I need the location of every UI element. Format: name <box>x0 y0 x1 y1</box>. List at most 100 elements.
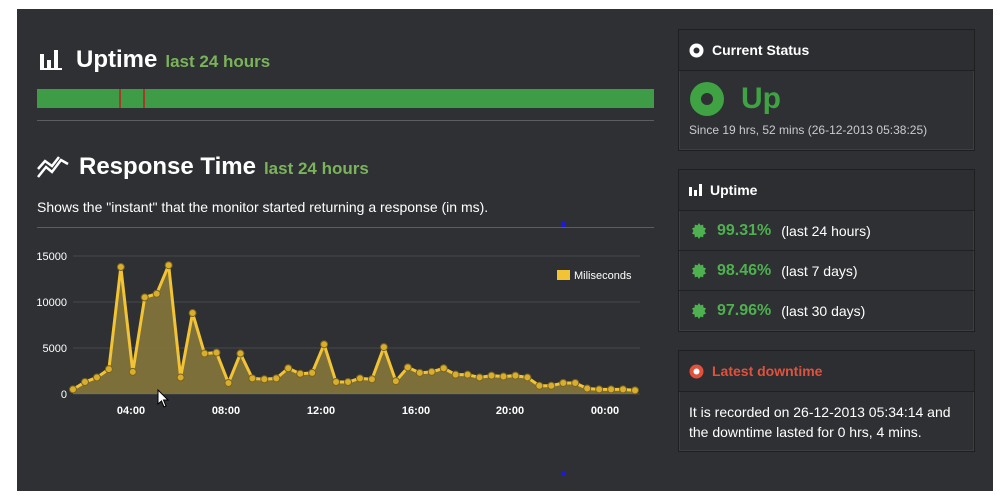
latest-downtime-panel: Latest downtime It is recorded on 26-12-… <box>678 350 975 452</box>
data-point <box>92 373 101 382</box>
data-point <box>140 293 149 302</box>
uptime-period: (last 24 hours) <box>781 222 871 239</box>
response-time-description: Shows the "instant" that the monitor sta… <box>37 199 489 215</box>
data-point <box>619 385 628 394</box>
data-point <box>367 375 376 384</box>
bar-chart-icon <box>689 184 702 196</box>
uptime-subtitle: last 24 hours <box>165 52 271 71</box>
data-point <box>320 340 329 349</box>
y-tick-label: 0 <box>61 389 67 401</box>
data-point <box>296 369 305 378</box>
data-point <box>391 377 400 386</box>
y-tick-label: 15000 <box>36 251 67 263</box>
line-chart-icon <box>37 155 69 179</box>
x-tick-label: 12:00 <box>307 405 335 417</box>
legend-swatch <box>557 270 570 280</box>
data-point <box>631 386 639 395</box>
data-point <box>499 372 508 381</box>
data-point <box>69 385 77 394</box>
uptime-row: 97.96% (last 30 days) <box>679 291 974 330</box>
response-time-title: Response Time <box>79 153 256 180</box>
data-point <box>80 378 89 387</box>
status-indicator: Up <box>679 71 974 117</box>
y-tick-label: 10000 <box>36 297 67 309</box>
response-time-header: Response Time last 24 hours <box>37 153 369 181</box>
data-point <box>236 349 245 358</box>
data-point <box>188 309 197 318</box>
data-point <box>152 289 161 298</box>
data-point <box>451 370 460 379</box>
data-point <box>415 368 424 377</box>
data-point <box>104 365 113 374</box>
uptime-list: 99.31% (last 24 hours) 98.46% (last 7 days)… <box>679 211 974 330</box>
data-point <box>284 364 293 373</box>
current-status-header: Current Status <box>679 30 974 71</box>
x-tick-label: 04:00 <box>117 405 145 417</box>
divider <box>37 120 654 121</box>
current-status-panel: Current Status Up Since 19 hrs, 52 mins … <box>678 29 975 151</box>
data-point <box>523 373 532 382</box>
legend-label: Miliseconds <box>574 270 632 282</box>
current-status-title: Current Status <box>712 42 810 58</box>
uptime-period: (last 30 days) <box>781 302 866 319</box>
data-point <box>583 384 592 393</box>
data-point <box>463 370 472 379</box>
data-point <box>607 385 616 394</box>
response-time-chart[interactable]: 0 5000 10000 15000 04:00 08:00 12:00 16:00 20:00… <box>30 240 650 420</box>
response-time-subtitle: last 24 hours <box>263 159 369 178</box>
x-tick-label: 08:00 <box>212 405 240 417</box>
divider <box>37 227 654 228</box>
uptime-percent: 98.46% <box>717 261 772 279</box>
uptime-title: Uptime <box>76 46 158 73</box>
data-point <box>272 374 281 383</box>
data-point <box>547 381 556 390</box>
uptime-period: (last 7 days) <box>781 262 858 279</box>
data-point <box>379 343 388 352</box>
data-point <box>116 263 125 272</box>
badge-icon <box>691 302 707 319</box>
mouse-cursor-icon <box>157 389 170 408</box>
data-point <box>128 367 137 376</box>
uptime-panel-title: Uptime <box>710 182 758 198</box>
data-point <box>224 378 233 387</box>
uptime-percent: 99.31% <box>717 221 772 239</box>
data-point <box>344 378 353 387</box>
x-tick-label: 16:00 <box>402 405 430 417</box>
data-point <box>200 349 209 358</box>
data-point <box>248 374 257 383</box>
uptime-percent: 97.96% <box>717 301 772 319</box>
data-point <box>427 367 436 376</box>
data-point <box>511 371 520 380</box>
x-tick-label: 20:00 <box>496 405 524 417</box>
record-icon <box>689 364 704 379</box>
uptime-header: Uptime last 24 hours <box>40 46 270 74</box>
data-point <box>212 348 221 357</box>
data-point <box>487 371 496 380</box>
data-point <box>176 373 185 382</box>
data-point <box>535 381 544 390</box>
latest-downtime-title: Latest downtime <box>712 363 823 379</box>
record-icon <box>689 43 704 58</box>
uptime-timeline-bar[interactable] <box>37 89 654 108</box>
status-text: Up <box>741 82 781 115</box>
status-up-icon <box>689 81 725 117</box>
status-since: Since 19 hrs, 52 mins (26-12-2013 05:38:… <box>689 123 928 137</box>
blue-marker <box>561 222 566 227</box>
data-point <box>571 378 580 387</box>
downtime-mark[interactable] <box>119 89 121 108</box>
data-point <box>332 378 341 387</box>
bar-chart-icon <box>40 50 62 70</box>
blue-marker <box>561 471 566 476</box>
data-point <box>164 261 173 270</box>
uptime-panel-header: Uptime <box>679 170 974 211</box>
downtime-mark[interactable] <box>143 89 145 108</box>
latest-downtime-header: Latest downtime <box>679 351 974 392</box>
data-point <box>403 363 412 372</box>
uptime-row: 98.46% (last 7 days) <box>679 251 974 291</box>
data-point <box>308 368 317 377</box>
data-point <box>595 385 604 394</box>
data-point <box>559 378 568 387</box>
y-tick-label: 5000 <box>43 343 67 355</box>
data-point <box>475 373 484 382</box>
x-tick-label: 00:00 <box>591 405 619 417</box>
